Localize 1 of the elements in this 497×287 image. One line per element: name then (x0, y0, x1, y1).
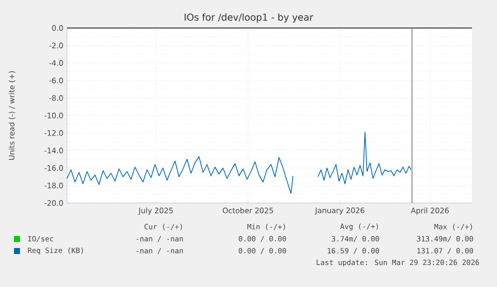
chart-title: IOs for /dev/loop1 - by year (184, 13, 314, 23)
